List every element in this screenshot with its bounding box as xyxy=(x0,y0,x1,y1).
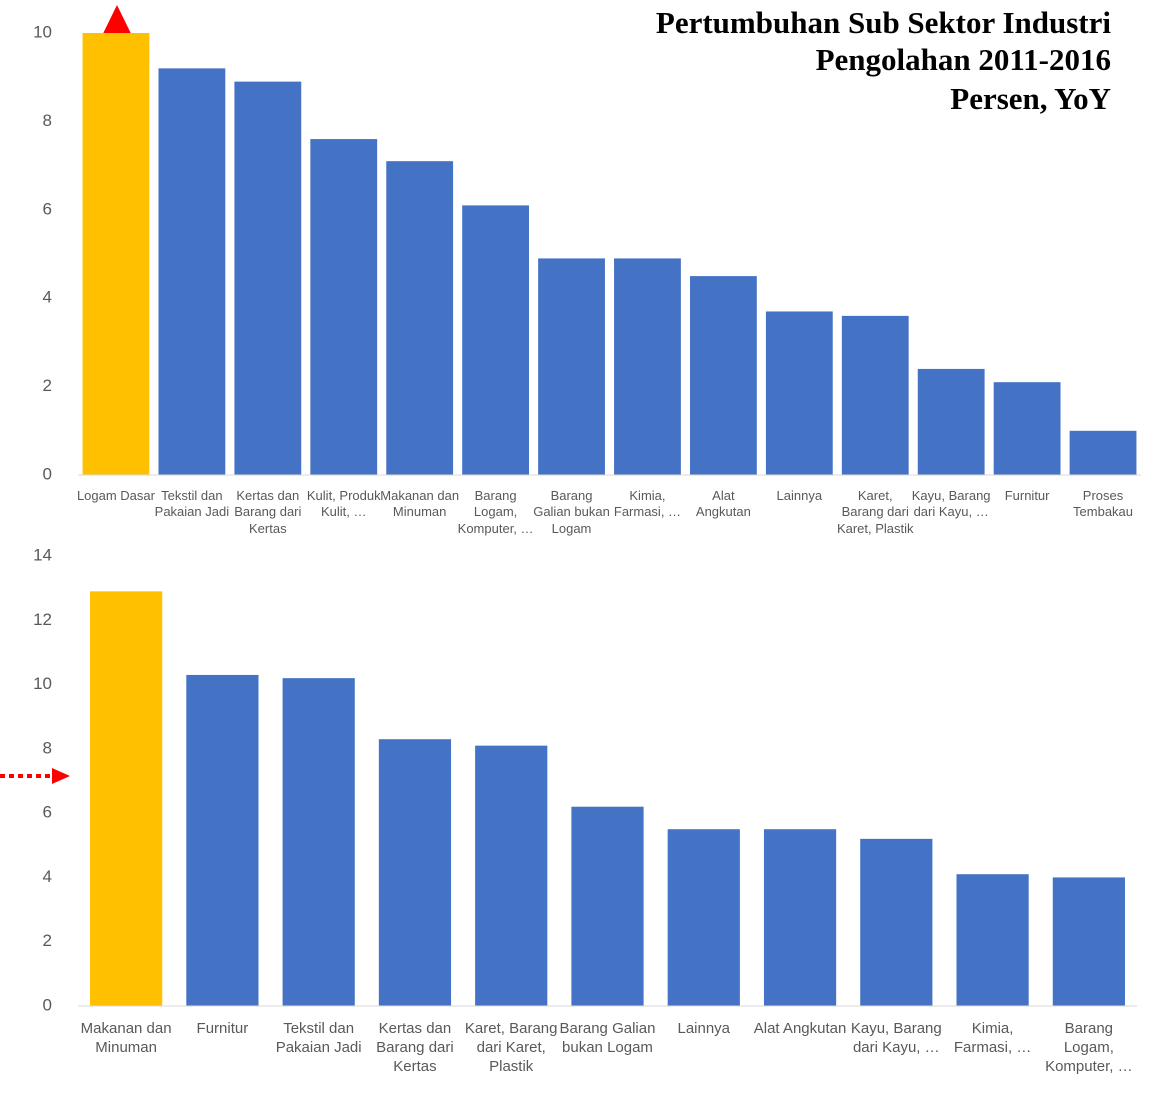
x-tick-label: Kayu, Barang dari Kayu, … xyxy=(911,488,991,520)
bar xyxy=(310,139,378,475)
y-tick-label: 10 xyxy=(33,674,52,693)
bar xyxy=(763,829,837,1006)
bar xyxy=(386,161,454,475)
y-tick-label: 6 xyxy=(43,199,52,218)
bar xyxy=(860,838,933,1006)
y-tick-label: 2 xyxy=(43,931,52,950)
x-tick-label: Barang Logam, Komputer, … xyxy=(457,488,534,536)
y-tick-label: 0 xyxy=(43,995,52,1014)
bar xyxy=(82,33,150,475)
x-tick-label: Kulit, Produk Kulit, … xyxy=(306,488,381,520)
y-tick-label: 0 xyxy=(43,464,52,483)
bar xyxy=(475,745,548,1006)
x-tick-label: Furnitur xyxy=(1004,488,1050,503)
x-tick-label: Makanan dan Minuman xyxy=(380,488,460,520)
bar xyxy=(765,311,833,475)
x-tick-label: Tekstil dan Pakaian Jadi xyxy=(275,1020,362,1056)
bar xyxy=(462,205,530,475)
y-tick-label: 10 xyxy=(33,22,52,41)
bar xyxy=(689,276,757,475)
bar xyxy=(917,368,985,475)
x-tick-label: Karet, Barang dari Karet, Plastik xyxy=(464,1020,558,1075)
x-tick-label: Lainnya xyxy=(776,488,823,503)
x-tick-label: Logam Dasar xyxy=(76,488,155,503)
bar xyxy=(614,258,681,475)
x-tick-label: Kertas dan Barang dari Kertas xyxy=(376,1020,454,1075)
x-tick-label: Kimia, Farmasi, … xyxy=(613,488,682,520)
x-tick-label: Makanan dan Minuman xyxy=(80,1020,172,1056)
x-tick-label: Furnitur xyxy=(196,1020,249,1037)
x-tick-label: Kayu, Barang dari Kayu, … xyxy=(850,1020,942,1056)
bar xyxy=(186,674,259,1006)
x-tick-label: Barang Galian bukan Logam xyxy=(533,488,610,536)
x-tick-label: Tekstil dan Pakaian Jadi xyxy=(154,488,230,520)
x-tick-label: Alat Angkutan xyxy=(753,1020,847,1037)
arrow-head xyxy=(52,768,70,784)
chart-subtitle: Persen, YoY xyxy=(950,81,1111,116)
bar xyxy=(841,315,909,475)
y-tick-label: 14 xyxy=(33,545,52,564)
bar xyxy=(571,806,644,1006)
bar xyxy=(956,874,1029,1006)
bar xyxy=(538,258,605,475)
y-tick-label: 2 xyxy=(43,376,52,395)
bar xyxy=(158,68,226,476)
x-tick-label: Kimia, Farmasi, … xyxy=(953,1020,1032,1056)
chart-title: Pertumbuhan Sub Sektor Industri Pengolah… xyxy=(655,5,1111,78)
y-tick-label: 8 xyxy=(43,111,52,130)
x-tick-label: Kertas dan Barang dari Kertas xyxy=(234,488,302,536)
x-tick-label: Proses Tembakau xyxy=(1073,488,1134,520)
bar xyxy=(282,678,355,1006)
y-tick-label: 4 xyxy=(43,288,52,307)
x-tick-label: Alat Angkutan xyxy=(695,488,751,520)
y-tick-label: 12 xyxy=(33,610,52,629)
bar xyxy=(90,591,163,1006)
bar xyxy=(234,81,302,476)
bar xyxy=(378,739,452,1006)
x-tick-label: Barang Logam, Komputer, … xyxy=(1045,1020,1133,1075)
bar xyxy=(667,829,740,1006)
x-tick-label: Barang Galian bukan Logam xyxy=(559,1020,656,1056)
x-tick-label: Karet, Barang dari Karet, Plastik xyxy=(836,488,914,536)
x-tick-label: Lainnya xyxy=(677,1020,731,1037)
y-tick-label: 6 xyxy=(43,803,52,822)
y-tick-label: 4 xyxy=(43,867,52,886)
y-tick-label: 8 xyxy=(43,738,52,757)
bar xyxy=(993,382,1061,475)
bar xyxy=(1069,430,1137,475)
bar xyxy=(1052,877,1125,1006)
